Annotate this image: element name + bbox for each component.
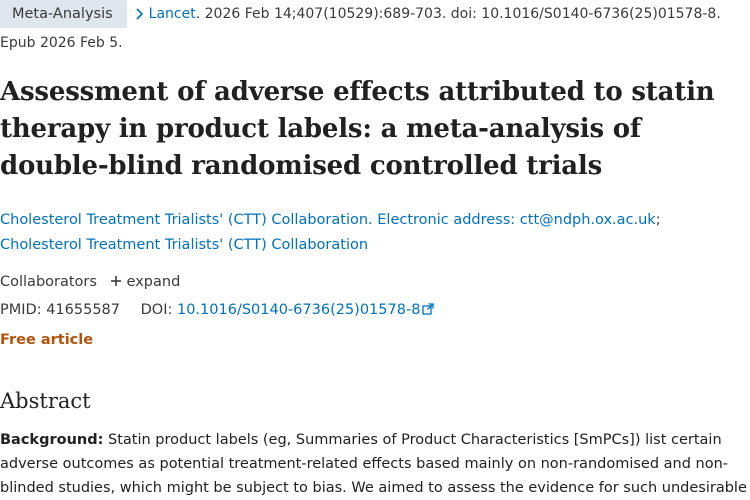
- doi-label: DOI:: [140, 302, 177, 318]
- author-separator: ;: [655, 212, 661, 228]
- background-label: Background:: [0, 432, 104, 448]
- chevron-right-icon[interactable]: [133, 0, 149, 28]
- author-list: Cholesterol Treatment Trialists' (CTT) C…: [0, 208, 750, 258]
- journal-link[interactable]: Lancet: [148, 6, 196, 22]
- external-link-icon: [422, 303, 435, 315]
- expand-label: expand: [126, 274, 181, 290]
- plus-icon: [110, 276, 121, 286]
- author-link[interactable]: Cholesterol Treatment Trialists' (CTT) C…: [0, 212, 656, 228]
- pmid-value: 41655587: [46, 302, 121, 318]
- author-link[interactable]: Cholesterol Treatment Trialists' (CTT) C…: [0, 237, 369, 253]
- abstract-background: Background: Statin product labels (eg, S…: [0, 428, 750, 500]
- free-article-label: Free article: [0, 332, 94, 348]
- collaborators-row: Collaborators expand: [0, 271, 180, 293]
- collaborators-label: Collaborators: [0, 274, 97, 290]
- epub-date: Epub 2026 Feb 5.: [0, 35, 123, 51]
- pmid-label: PMID:: [0, 302, 47, 318]
- citation-row: Meta-Analysis Lancet. 2026 Feb 14;407(105…: [0, 0, 750, 28]
- background-text: Statin product labels (eg, Summaries of …: [0, 432, 747, 496]
- doi-value: 10.1016/S0140-6736(25)01578-8: [176, 302, 421, 318]
- doi-link[interactable]: 10.1016/S0140-6736(25)01578-8: [176, 302, 435, 318]
- article-title: Assessment of adverse effects attributed…: [0, 77, 715, 181]
- abstract-heading: Abstract: [0, 389, 91, 413]
- publication-type-badge[interactable]: Meta-Analysis: [0, 0, 127, 28]
- collaborators-expand-button[interactable]: expand: [110, 271, 181, 293]
- citation-details: . 2026 Feb 14;407(10529):689-703. doi: 1…: [195, 6, 721, 22]
- identifiers-row: PMID: 41655587 DOI: 10.1016/S0140-6736(2…: [0, 299, 435, 321]
